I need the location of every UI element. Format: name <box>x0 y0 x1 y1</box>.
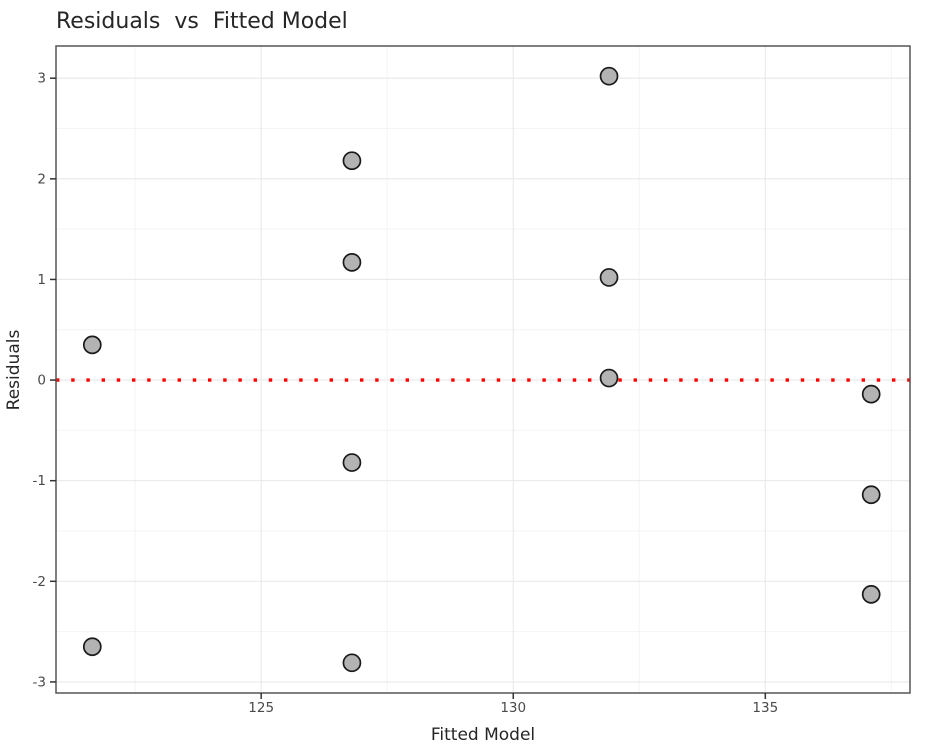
chart-title: Residuals vs Fitted Model <box>56 9 348 34</box>
data-point <box>82 335 102 355</box>
data-point <box>861 485 881 505</box>
data-point <box>599 368 619 388</box>
data-point <box>861 384 881 404</box>
data-point <box>599 66 619 86</box>
data-point <box>342 151 362 171</box>
data-point <box>861 585 881 604</box>
y-axis-tick-label: -2 <box>33 574 46 590</box>
panel-border <box>55 45 911 694</box>
data-point <box>342 453 362 472</box>
panel-background <box>56 46 910 693</box>
data-point <box>342 653 362 673</box>
y-axis-tick-label: 1 <box>37 272 46 288</box>
x-axis-title: Fitted Model <box>430 725 536 745</box>
y-axis-tick-label: -1 <box>33 473 46 489</box>
y-axis-tick-label: -3 <box>33 674 46 690</box>
x-axis-tick-label: 135 <box>752 700 778 716</box>
y-axis-tick-label: 3 <box>37 71 46 87</box>
y-axis-title: Residuals <box>4 329 24 411</box>
y-axis-tick-label: 0 <box>37 373 46 389</box>
y-axis-tick-label: 2 <box>37 171 46 187</box>
data-point <box>82 637 102 657</box>
data-point <box>599 268 619 287</box>
x-axis-tick-label: 125 <box>248 700 274 716</box>
data-point <box>342 252 362 272</box>
x-axis-tick-label: 130 <box>500 700 526 716</box>
